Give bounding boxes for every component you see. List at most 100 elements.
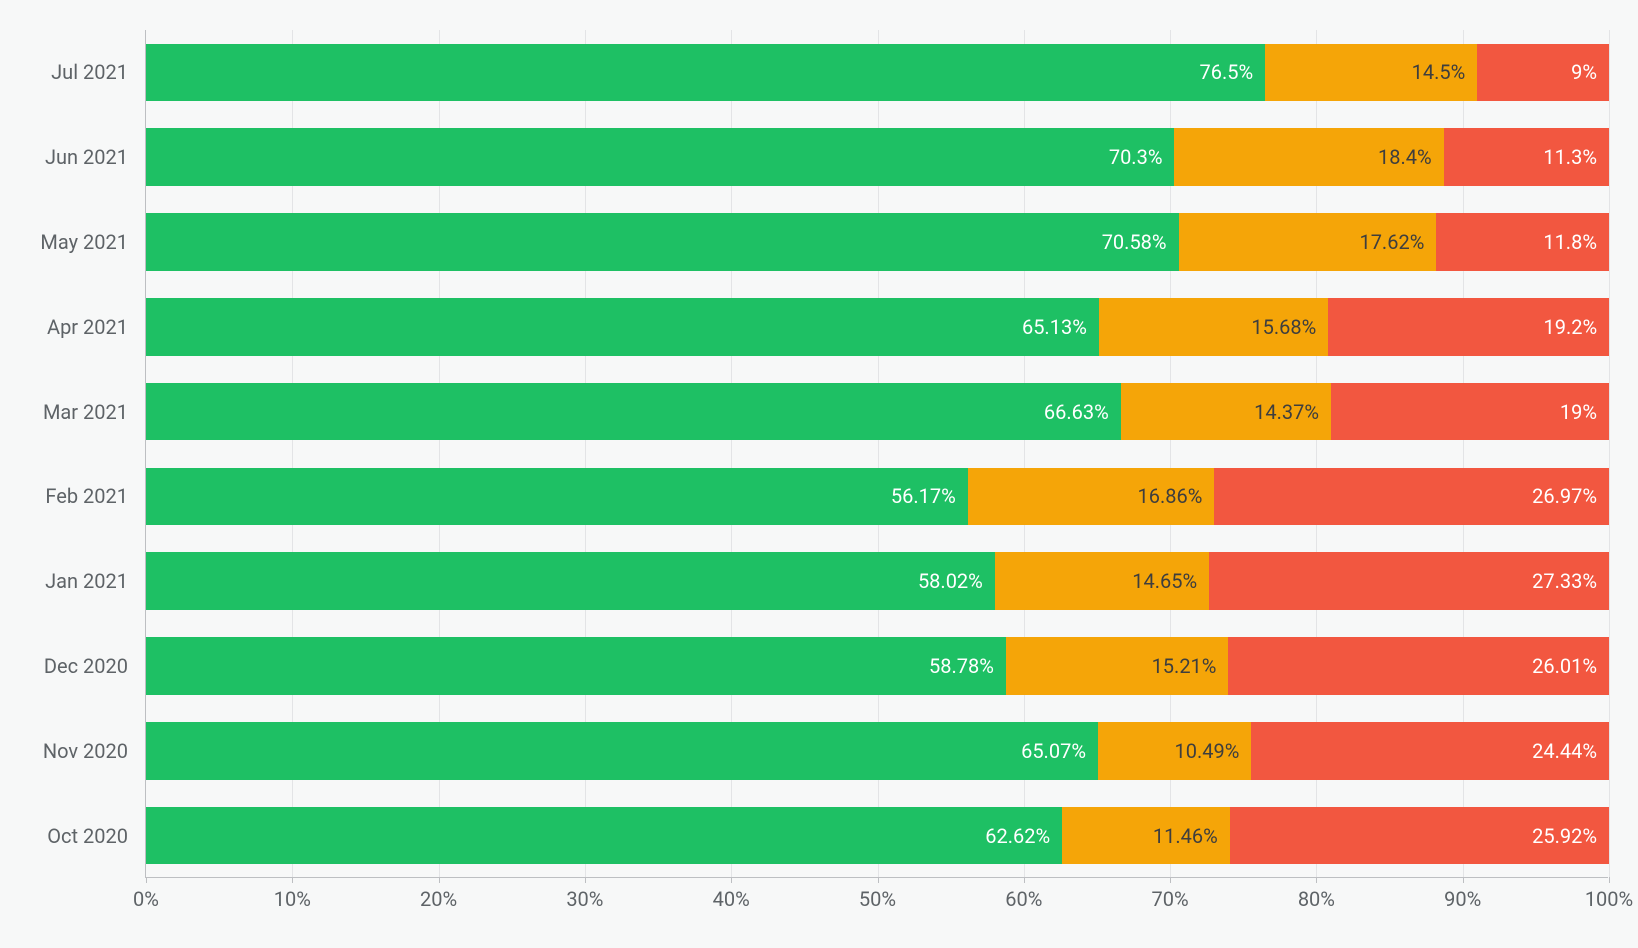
bar-row: 70.3% 18.4% 11.3%	[146, 128, 1608, 186]
bar-segment: 58.02%	[146, 552, 995, 610]
bar-value-label: 15.68%	[1251, 315, 1328, 339]
bar-value-label: 76.5%	[1200, 60, 1266, 84]
bar-segment: 14.65%	[995, 552, 1209, 610]
y-axis-label: Dec 2020	[44, 654, 128, 678]
bar-row: 62.62% 11.46%25.92%	[146, 807, 1608, 865]
bar-value-label: 11.3%	[1543, 145, 1609, 169]
bar-value-label: 58.02%	[918, 569, 995, 593]
bar-segment: 56.17%	[146, 468, 968, 526]
x-tick	[731, 877, 732, 883]
bar-segment: 14.37%	[1121, 383, 1331, 441]
x-axis-label: 100%	[1585, 887, 1633, 911]
bar-segment: 65.07%	[146, 722, 1098, 780]
x-tick	[878, 877, 879, 883]
x-tick	[439, 877, 440, 883]
y-axis-label: May 2021	[40, 230, 128, 254]
bar-value-label: 18.4%	[1378, 145, 1444, 169]
bar-segment: 18.4%	[1174, 128, 1443, 186]
x-tick	[1316, 877, 1317, 883]
bar-segment: 26.97%	[1214, 468, 1609, 526]
bar-value-label: 65.13%	[1022, 315, 1099, 339]
bar-value-label: 19%	[1560, 400, 1609, 424]
stacked-bar-chart: 0%10%20%30%40%50%60%70%80%90%100%Jul 202…	[0, 0, 1638, 948]
x-tick	[1024, 877, 1025, 883]
bar-value-label: 56.17%	[891, 484, 968, 508]
bar-segment: 62.62%	[146, 807, 1062, 865]
y-axis-label: Jun 2021	[45, 145, 128, 169]
bar-value-label: 70.58%	[1102, 230, 1179, 254]
bar-value-label: 26.97%	[1532, 484, 1609, 508]
bar-segment: 65.13%	[146, 298, 1099, 356]
bar-value-label: 27.33%	[1532, 569, 1609, 593]
bar-value-label: 9%	[1571, 60, 1609, 84]
bar-value-label: 26.01%	[1532, 654, 1609, 678]
bar-value-label: 58.78%	[929, 654, 1006, 678]
x-axis-label: 50%	[859, 887, 896, 911]
x-tick	[1463, 877, 1464, 883]
x-tick	[1170, 877, 1171, 883]
x-tick	[292, 877, 293, 883]
y-axis-label: Jul 2021	[51, 60, 128, 84]
bar-value-label: 16.86%	[1138, 484, 1215, 508]
bar-value-label: 66.63%	[1044, 400, 1121, 424]
bar-value-label: 15.21%	[1152, 654, 1229, 678]
bar-row: 58.78% 15.21% 26.01%	[146, 637, 1608, 695]
y-axis-label: Feb 2021	[45, 484, 128, 508]
x-axis-label: 90%	[1444, 887, 1481, 911]
bar-value-label: 19.2%	[1543, 315, 1609, 339]
bar-segment: 25.92%	[1230, 807, 1609, 865]
bar-value-label: 14.65%	[1132, 569, 1209, 593]
bar-segment: 15.21%	[1006, 637, 1229, 695]
x-axis-label: 20%	[420, 887, 457, 911]
bar-segment: 10.49%	[1098, 722, 1251, 780]
x-axis-label: 80%	[1298, 887, 1335, 911]
bar-row: 56.17% 16.86% 26.97%	[146, 468, 1608, 526]
bar-segment: 24.44%	[1251, 722, 1609, 780]
bar-row: 65.07% 10.49% 24.44%	[146, 722, 1608, 780]
bar-segment: 26.01%	[1228, 637, 1609, 695]
bar-segment: 11.8%	[1436, 213, 1609, 271]
bar-value-label: 17.62%	[1359, 230, 1436, 254]
bar-segment: 27.33%	[1209, 552, 1609, 610]
bar-segment: 15.68%	[1099, 298, 1328, 356]
bar-row: 65.13% 15.68% 19.2%	[146, 298, 1608, 356]
bar-segment: 19.2%	[1328, 298, 1609, 356]
bar-segment: 11.3%	[1444, 128, 1609, 186]
bar-segment: 66.63%	[146, 383, 1121, 441]
bar-value-label: 24.44%	[1532, 739, 1609, 763]
bar-row: 58.02% 14.65% 27.33%	[146, 552, 1608, 610]
x-axis-label: 70%	[1152, 887, 1189, 911]
y-axis-label: Mar 2021	[43, 400, 128, 424]
bar-segment: 58.78%	[146, 637, 1006, 695]
bar-segment: 9%	[1477, 44, 1609, 102]
x-axis-label: 40%	[713, 887, 750, 911]
bar-segment: 70.58%	[146, 213, 1179, 271]
y-axis-label: Oct 2020	[47, 824, 128, 848]
bar-value-label: 70.3%	[1109, 145, 1175, 169]
x-axis-label: 10%	[274, 887, 311, 911]
x-tick	[146, 877, 147, 883]
bar-row: 76.5% 14.5% 9%	[146, 44, 1608, 102]
bar-value-label: 11.8%	[1543, 230, 1609, 254]
bar-row: 66.63% 14.37% 19%	[146, 383, 1608, 441]
bar-segment: 70.3%	[146, 128, 1174, 186]
bar-segment: 17.62%	[1179, 213, 1437, 271]
bar-segment: 16.86%	[968, 468, 1215, 526]
bar-value-label: 65.07%	[1021, 739, 1098, 763]
y-axis-label: Nov 2020	[43, 739, 128, 763]
bar-segment: 11.46%	[1062, 807, 1230, 865]
bar-value-label: 11.46%	[1153, 824, 1230, 848]
bar-value-label: 14.37%	[1254, 400, 1331, 424]
bar-row: 70.58% 17.62% 11.8%	[146, 213, 1608, 271]
bar-segment: 14.5%	[1265, 44, 1477, 102]
y-axis-label: Jan 2021	[45, 569, 128, 593]
x-tick	[1609, 877, 1610, 883]
bar-value-label: 14.5%	[1412, 60, 1478, 84]
bar-value-label: 62.62%	[985, 824, 1062, 848]
plot-area: 0%10%20%30%40%50%60%70%80%90%100%Jul 202…	[145, 30, 1608, 878]
bar-segment: 19%	[1331, 383, 1609, 441]
gridline	[1609, 30, 1610, 877]
bar-value-label: 10.49%	[1175, 739, 1252, 763]
bar-segment: 76.5%	[146, 44, 1265, 102]
x-tick	[585, 877, 586, 883]
